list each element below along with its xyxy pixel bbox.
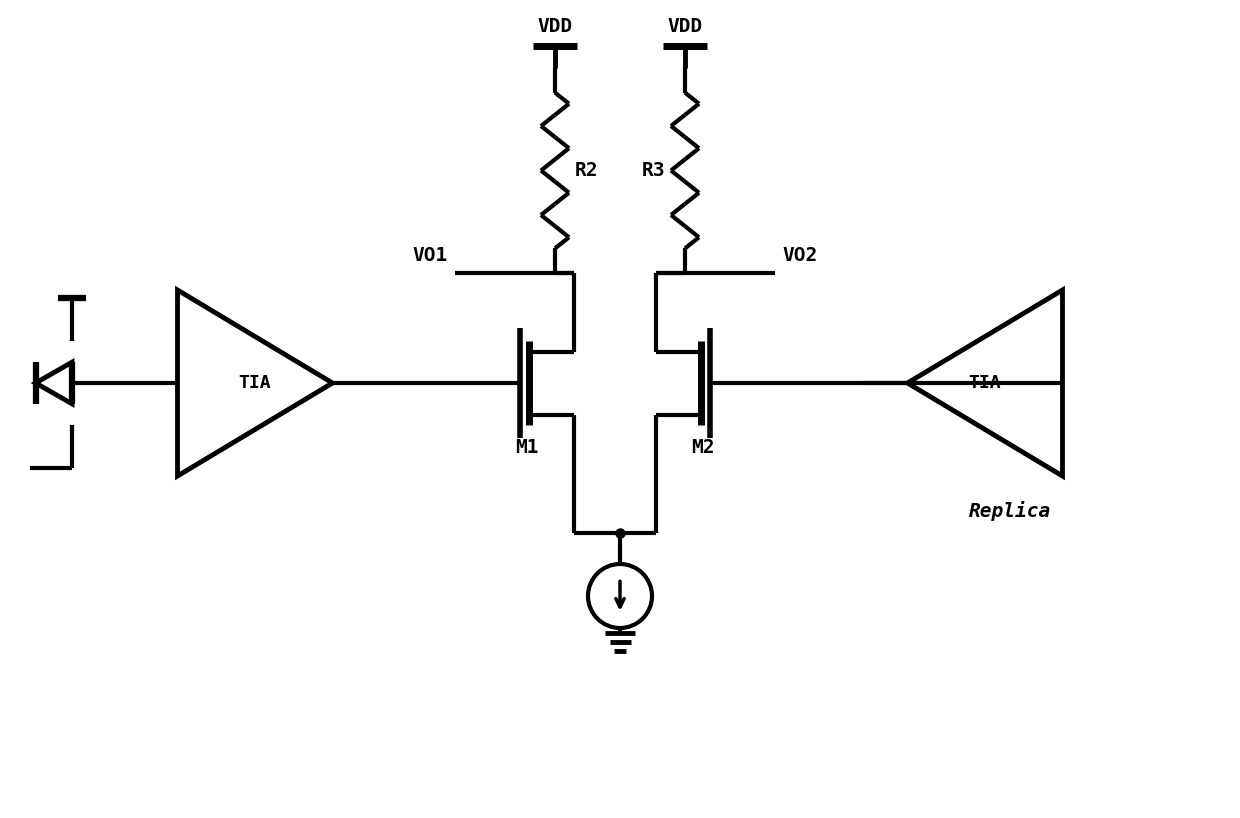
Text: R3: R3 [641,161,665,180]
Text: VO2: VO2 [782,246,817,265]
Text: M1: M1 [515,438,538,457]
Text: VO1: VO1 [413,246,448,265]
Text: R2: R2 [575,161,599,180]
Text: M2: M2 [692,438,715,457]
Text: VDD: VDD [667,17,703,36]
Text: TIA: TIA [968,374,1002,392]
Text: TIA: TIA [238,374,272,392]
Text: Replica: Replica [968,501,1052,521]
Text: VDD: VDD [537,17,573,36]
